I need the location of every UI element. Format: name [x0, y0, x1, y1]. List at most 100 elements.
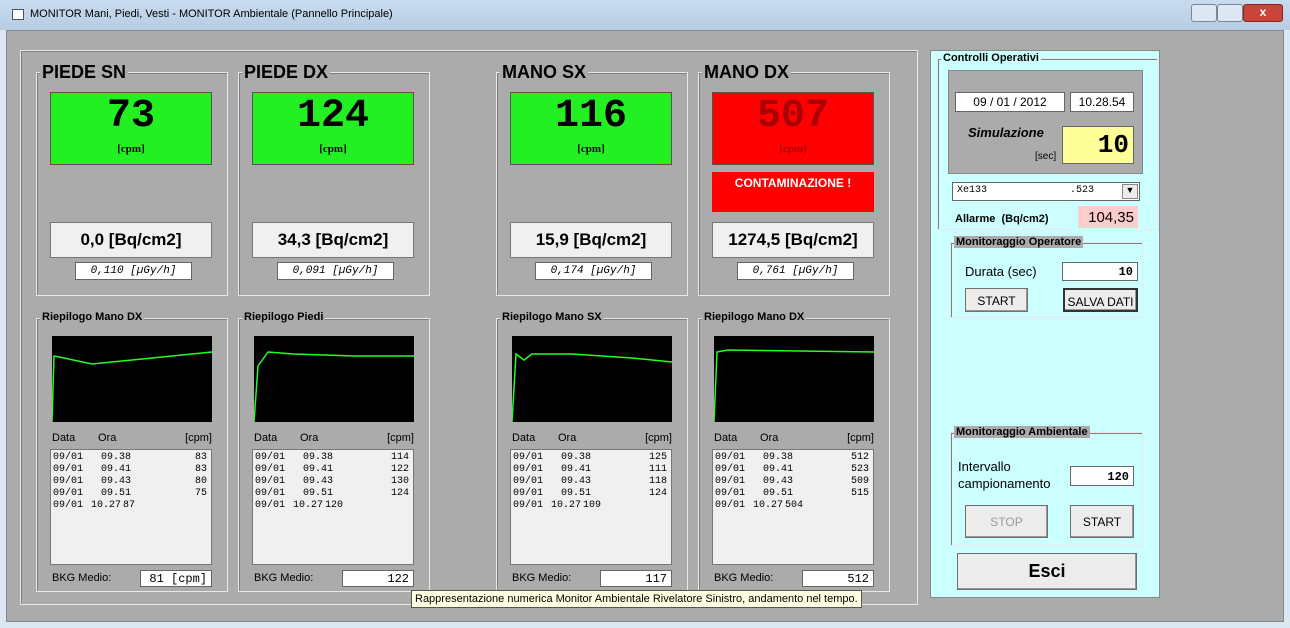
history-cell: 124: [390, 488, 409, 499]
history-cell: 10.27: [91, 500, 122, 511]
column-header: [cpm]: [847, 432, 874, 444]
history-cell: 523: [850, 464, 869, 475]
duration-value[interactable]: 10: [1062, 262, 1138, 281]
column-header: Data: [254, 432, 278, 444]
trend-line: [511, 352, 673, 423]
history-cell: 09.41: [763, 464, 794, 475]
simulation-value[interactable]: 10: [1062, 126, 1134, 164]
detector-group: [698, 72, 890, 296]
minimize-button[interactable]: [1191, 4, 1217, 22]
history-cell: 09/01: [53, 476, 84, 487]
history-list: 09/01 09.38 512 09/01 09.41 523 09/01 09.43 509 0…: [712, 449, 874, 565]
history-cell: 125: [648, 452, 667, 463]
isotope-select[interactable]: Xe133: [952, 182, 1140, 201]
simulation-label: Simulazione: [968, 125, 1044, 140]
history-cell: 10.27: [753, 500, 784, 511]
window-title: MONITOR Mani, Piedi, Vesti - MONITOR Amb…: [30, 8, 393, 20]
history-cell: 09.41: [561, 464, 592, 475]
trend-chart: [253, 336, 414, 423]
ambient-start-button[interactable]: START: [1070, 505, 1134, 538]
ambient-title: Monitoraggio Ambientale: [954, 426, 1090, 438]
count-value: 116: [554, 94, 627, 139]
dose-display: 0,091 [µGy/h]: [277, 262, 394, 280]
isotope-value: .523: [1070, 185, 1095, 196]
history-list: 09/01 09.38 114 09/01 09.41 122 09/01 09.43 130 0…: [252, 449, 414, 565]
history-cell: 83: [194, 452, 207, 463]
count-value: 124: [296, 94, 369, 139]
time-field: 10.28.54: [1070, 92, 1134, 112]
trend-chart: [713, 336, 875, 423]
history-cell: 114: [390, 452, 409, 463]
history-cell: 80: [194, 476, 207, 487]
history-cell: 09.51: [763, 488, 794, 499]
exit-button[interactable]: Esci: [957, 553, 1137, 590]
maximize-button[interactable]: [1217, 4, 1243, 22]
column-header: Ora: [760, 432, 779, 444]
history-cell: 09.38: [101, 452, 132, 463]
history-cell: 09.43: [561, 476, 592, 487]
bkg-value: 117: [600, 570, 672, 587]
count-value: 73: [106, 94, 155, 139]
interval-label: Intervallo campionamento: [958, 459, 1051, 491]
count-display: [712, 92, 874, 165]
history-cell: 09/01: [715, 500, 746, 511]
history-cell: 10.27: [293, 500, 324, 511]
alarm-label: Allarme (Bq/cm2): [955, 213, 1049, 225]
count-display: [50, 92, 212, 165]
controls-group: [937, 58, 1158, 230]
bkg-value: 81 [cpm]: [140, 570, 212, 587]
history-cell: 118: [648, 476, 667, 487]
history-cell: 120: [325, 500, 344, 511]
column-header: [cpm]: [185, 432, 212, 444]
history-cell: 124: [648, 488, 667, 499]
column-header: [cpm]: [387, 432, 414, 444]
history-cell: 10.27: [551, 500, 582, 511]
dropdown-arrow[interactable]: ▼: [1122, 184, 1138, 199]
bkg-value: 512: [802, 570, 874, 587]
history-cell: 09/01: [715, 476, 746, 487]
summary-group: [238, 318, 430, 592]
history-cell: 87: [123, 500, 136, 511]
trend-line: [51, 351, 213, 423]
close-button[interactable]: x: [1243, 4, 1283, 22]
trend-chart: [511, 336, 673, 423]
column-header: Data: [512, 432, 536, 444]
history-cell: 09.38: [561, 452, 592, 463]
trend-line: [253, 351, 414, 423]
count-display: [252, 92, 414, 165]
count-unit: [cpm]: [319, 143, 347, 155]
count-value: 507: [756, 94, 829, 139]
simulation-unit: [sec]: [1035, 151, 1057, 162]
column-header: Data: [52, 432, 76, 444]
history-cell: 509: [850, 476, 869, 487]
detector-group: [238, 72, 430, 296]
history-cell: 09/01: [715, 464, 746, 475]
history-cell: 09.51: [561, 488, 592, 499]
app-icon: [12, 9, 24, 20]
history-cell: 09/01: [513, 464, 544, 475]
interval-value[interactable]: 120: [1070, 466, 1134, 486]
history-cell: 09.51: [303, 488, 334, 499]
alarm-value[interactable]: 104,35: [1078, 206, 1138, 228]
start-button[interactable]: START: [965, 288, 1028, 312]
duration-label: Durata (sec): [965, 264, 1037, 279]
history-cell: 512: [850, 452, 869, 463]
bq-display: 15,9 [Bq/cm2]: [510, 222, 672, 258]
detector-label: PIEDE SN: [40, 62, 129, 83]
history-cell: 504: [785, 500, 804, 511]
bkg-value: 122: [342, 570, 414, 587]
save-button[interactable]: SALVA DATI: [1063, 288, 1138, 312]
column-header: Ora: [300, 432, 319, 444]
detector-group: [496, 72, 688, 296]
stop-button[interactable]: STOP: [965, 505, 1048, 538]
bkg-label: BKG Medio:: [254, 572, 314, 584]
history-cell: 09/01: [513, 452, 544, 463]
detector-label: MANO SX: [500, 62, 589, 83]
history-cell: 83: [194, 464, 207, 475]
history-cell: 09.38: [763, 452, 794, 463]
count-unit: [cpm]: [577, 143, 605, 155]
bq-display: 0,0 [Bq/cm2]: [50, 222, 212, 258]
history-cell: 09/01: [255, 488, 286, 499]
history-cell: 09/01: [513, 500, 544, 511]
